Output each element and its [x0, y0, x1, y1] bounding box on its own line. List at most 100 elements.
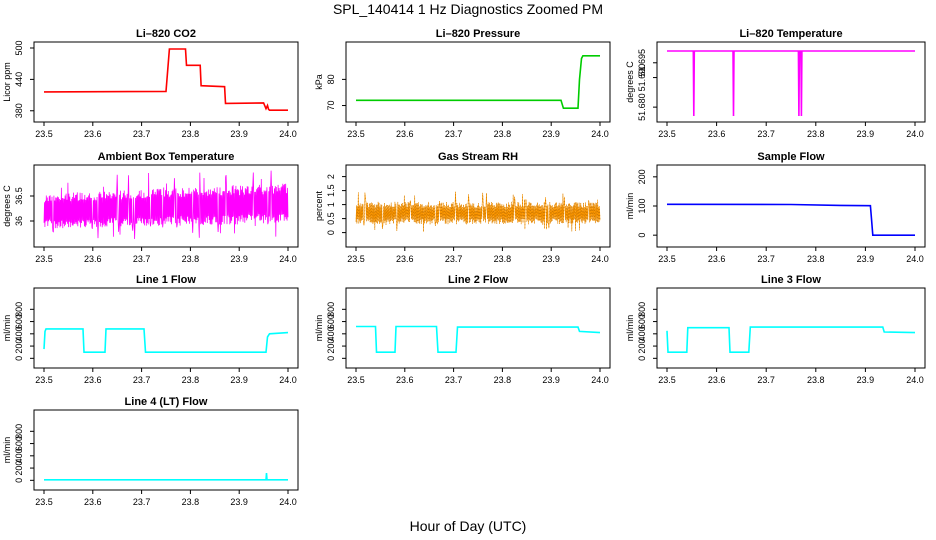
panel-title: Sample Flow: [757, 151, 825, 163]
panel-frame: [33, 41, 299, 123]
x-tick-label: 23.9: [542, 254, 560, 264]
figure-title: SPL_140414 1 Hz Diagnostics Zoomed PM: [332, 1, 604, 17]
y-tick-label: 380: [14, 103, 24, 118]
x-tick-label: 23.5: [35, 129, 53, 139]
y-tick-label: 600: [14, 436, 24, 451]
x-tick-label: 23.7: [445, 375, 463, 385]
x-tick-label: 23.7: [757, 375, 775, 385]
x-tick-label: 23.7: [133, 375, 151, 385]
y-axis-label: ml/min: [625, 193, 635, 220]
x-tick-label: 23.5: [658, 129, 676, 139]
series-line: [667, 50, 915, 117]
y-tick-label: 200: [14, 461, 24, 476]
y-tick-label: 0: [637, 233, 647, 238]
x-tick-label: 23.6: [708, 254, 726, 264]
panel-frame: [33, 164, 299, 248]
y-axis-label: degrees C: [625, 61, 635, 103]
series-line-overlay: [355, 191, 601, 232]
panel-frame: [33, 287, 299, 369]
x-tick-label: 23.8: [807, 375, 825, 385]
x-tick-label: 23.9: [542, 129, 560, 139]
y-tick-label: 200: [637, 169, 647, 184]
y-tick-label: 200: [326, 339, 336, 354]
y-tick-label: 400: [14, 326, 24, 341]
x-tick-label: 23.6: [84, 375, 102, 385]
y-axis-label: ml/min: [2, 437, 12, 464]
x-tick-label: 23.5: [347, 129, 365, 139]
y-tick-label: 36: [14, 216, 24, 226]
y-axis-label: ml/min: [2, 315, 12, 342]
y-tick-label: 36.5: [14, 187, 24, 205]
x-tick-label: 23.7: [133, 497, 151, 507]
x-tick-label: 23.5: [35, 497, 53, 507]
x-tick-label: 23.7: [133, 129, 151, 139]
series-line: [666, 203, 915, 236]
y-tick-label: 0.5: [326, 212, 336, 225]
y-tick-label: 70: [326, 101, 336, 111]
x-tick-label: 23.6: [396, 129, 414, 139]
x-tick-label: 23.6: [708, 375, 726, 385]
x-axis-caption: Hour of Day (UTC): [409, 518, 527, 534]
panel-frame: [656, 41, 926, 123]
y-axis-label: ml/min: [314, 315, 324, 342]
x-tick-label: 23.6: [396, 254, 414, 264]
x-tick-label: 23.8: [494, 375, 512, 385]
x-tick-label: 24.0: [279, 497, 297, 507]
y-tick-label: 1.5: [326, 184, 336, 197]
panel-frame: [33, 409, 299, 491]
x-tick-label: 23.8: [182, 129, 200, 139]
series-line: [43, 170, 289, 240]
x-tick-label: 23.5: [35, 375, 53, 385]
y-tick-label: 51.690: [637, 64, 647, 92]
series-line: [43, 328, 289, 354]
x-tick-label: 23.9: [857, 129, 875, 139]
y-tick-label: 400: [637, 326, 647, 341]
x-tick-label: 23.7: [445, 254, 463, 264]
y-tick-label: 0: [14, 478, 24, 483]
y-tick-label: 2: [326, 174, 336, 179]
panel-title: Li–820 Temperature: [739, 28, 842, 40]
x-tick-label: 24.0: [279, 375, 297, 385]
x-tick-label: 23.6: [396, 375, 414, 385]
x-tick-label: 23.8: [494, 254, 512, 264]
panel-frame: [345, 164, 611, 248]
x-tick-label: 23.9: [857, 254, 875, 264]
y-axis-label: kPa: [314, 74, 324, 90]
x-tick-label: 23.7: [445, 129, 463, 139]
x-tick-label: 23.6: [84, 129, 102, 139]
y-tick-label: 800: [14, 424, 24, 439]
panel-title: Li–820 Pressure: [436, 28, 520, 40]
x-tick-label: 24.0: [906, 254, 924, 264]
x-tick-label: 24.0: [591, 375, 609, 385]
y-tick-label: 200: [637, 339, 647, 354]
y-tick-label: 500: [14, 40, 24, 55]
x-tick-label: 23.8: [182, 254, 200, 264]
y-tick-label: 0: [637, 356, 647, 361]
y-tick-label: 600: [326, 314, 336, 329]
y-tick-label: 51.680: [637, 93, 647, 121]
panel-frame: [656, 287, 926, 369]
panel-frame: [345, 287, 611, 369]
y-tick-label: 800: [326, 302, 336, 317]
x-tick-label: 24.0: [591, 129, 609, 139]
y-tick-label: 800: [637, 302, 647, 317]
panel-title: Line 3 Flow: [761, 274, 821, 286]
x-tick-label: 23.5: [658, 254, 676, 264]
panel-title: Line 4 (LT) Flow: [125, 396, 208, 408]
x-tick-label: 23.8: [182, 375, 200, 385]
panel-title: Li–820 CO2: [136, 28, 196, 40]
y-tick-label: 51.695: [637, 49, 647, 77]
x-tick-label: 23.8: [807, 129, 825, 139]
y-tick-label: 600: [14, 314, 24, 329]
x-tick-label: 23.5: [35, 254, 53, 264]
x-tick-label: 24.0: [279, 129, 297, 139]
y-tick-label: 0: [326, 356, 336, 361]
y-tick-label: 80: [326, 74, 336, 84]
series-line: [356, 54, 600, 109]
x-tick-label: 23.7: [757, 254, 775, 264]
x-tick-label: 23.5: [658, 375, 676, 385]
panel-title: Line 1 Flow: [136, 274, 196, 286]
x-tick-label: 23.5: [347, 254, 365, 264]
x-tick-label: 23.9: [230, 497, 248, 507]
